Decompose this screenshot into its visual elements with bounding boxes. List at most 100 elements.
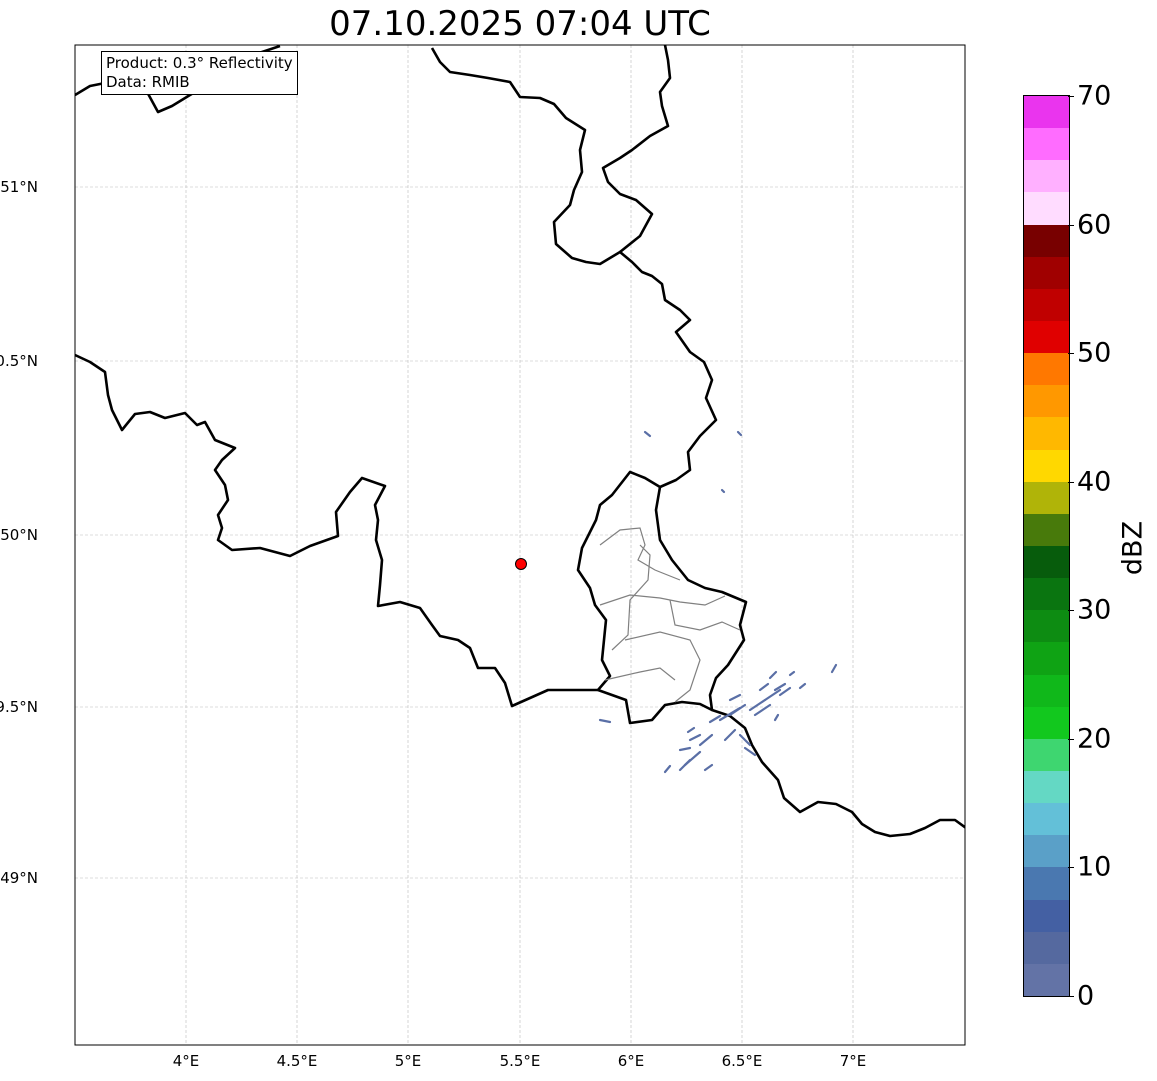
radar-echo [708,714,722,724]
colorbar-bin [1024,546,1069,579]
colorbar-bin [1024,963,1069,996]
radar-echo [788,670,796,677]
colorbar-bin [1024,706,1069,739]
colorbar-bin [1024,224,1069,257]
radar-echo [778,686,792,697]
colorbar [1023,95,1070,997]
colorbar-tick-label: 10 [1077,851,1112,883]
colorbar-tick-mark [1068,610,1074,612]
radar-echo [728,703,747,717]
radar-echo [598,718,612,724]
radar-echo [686,726,696,734]
border-belgium-luxembourg [576,470,661,691]
y-tick-label: 50°N [0,526,38,544]
map-title: 07.10.2025 07:04 UTC [329,4,711,44]
colorbar-bin [1024,417,1069,450]
colorbar-bin [1024,771,1069,804]
radar-echo [738,733,752,747]
colorbar-bin [1024,578,1069,611]
colorbar-bin [1024,674,1069,707]
colorbar-tick-label: 50 [1077,337,1112,369]
colorbar-bin [1024,835,1069,868]
colorbar-bin [1024,160,1069,193]
colorbar-bin [1024,321,1069,354]
radar-echo [720,488,726,494]
data-source-label: Data: RMIB [106,73,190,91]
y-tick-label: 49.5°N [0,698,38,716]
radar-echo [723,728,737,742]
colorbar-bin [1024,256,1069,289]
colorbar-label: dBZ [1117,520,1149,576]
info-box: Product: 0.3° Reflectivity Data: RMIB [101,51,298,95]
border-netherlands-germany [601,45,672,254]
colorbar-tick-label: 30 [1077,594,1112,626]
radar-echo [773,713,780,722]
radar-echo [763,688,782,702]
colorbar-tick-mark [1068,481,1074,483]
colorbar-bin [1024,899,1069,932]
radar-echo [748,698,767,712]
colorbar-bin [1024,128,1069,161]
radar-echo [758,682,770,692]
colorbar-tick-mark [1068,867,1074,869]
y-tick-label: 49°N [0,869,38,887]
radar-echo [688,733,702,742]
colorbar-tick-label: 40 [1077,466,1112,498]
radar-echo [768,670,778,680]
gridlines [75,45,965,1045]
radar-echo [703,763,714,772]
radar-echo [773,682,787,692]
colorbar-bin [1024,642,1069,675]
colorbar-bin [1024,738,1069,772]
border-luxembourg [597,486,748,725]
x-tick-label: 5.5°E [499,1052,541,1070]
map-frame [74,44,966,1046]
border-belgium-germany [430,47,718,489]
radar-echo [683,750,702,767]
radar-site-marker [515,558,527,570]
colorbar-bin [1024,288,1069,322]
radar-echo [830,663,838,674]
x-tick-label: 4°E [172,1052,200,1070]
x-tick-label: 6°E [617,1052,645,1070]
colorbar-tick-mark [1068,996,1074,997]
border-belgium-france [75,353,598,708]
product-label: Product: 0.3° Reflectivity [106,54,293,72]
colorbar-bin [1024,385,1069,418]
radar-echo [798,682,807,690]
x-tick-label: 5°E [394,1052,422,1070]
colorbar-tick-mark [1068,224,1074,226]
y-tick-label: 50.5°N [0,352,38,370]
colorbar-tick-label: 0 [1077,980,1095,1012]
colorbar-bin [1024,96,1069,129]
colorbar-bin [1024,513,1069,547]
colorbar-tick-label: 60 [1077,209,1112,241]
colorbar-tick-label: 70 [1077,80,1112,112]
colorbar-bin [1024,803,1069,836]
colorbar-bin [1024,192,1069,225]
country-borders [75,45,965,838]
colorbar-bin [1024,867,1069,900]
x-tick-label: 6.5°E [721,1052,763,1070]
border-france-germany [711,708,965,838]
radar-echo [728,693,742,702]
radar-echo [743,746,757,757]
colorbar-bin [1024,353,1069,386]
x-tick-label: 7°E [839,1052,867,1070]
colorbar-bin [1024,481,1069,514]
x-tick-label: 4.5°E [276,1052,318,1070]
colorbar-tick-mark [1068,353,1074,355]
radar-echo [753,703,772,717]
radar-echoes [598,430,838,774]
colorbar-tick-label: 20 [1077,723,1112,755]
radar-echo [663,764,672,774]
radar-echo [698,733,714,747]
colorbar-tick-mark [1068,96,1074,97]
y-tick-label: 51°N [0,178,38,196]
colorbar-tick-mark [1068,738,1074,740]
colorbar-bin [1024,610,1069,643]
radar-echo [736,430,743,437]
colorbar-bin [1024,931,1069,964]
radar-echo [678,746,692,752]
